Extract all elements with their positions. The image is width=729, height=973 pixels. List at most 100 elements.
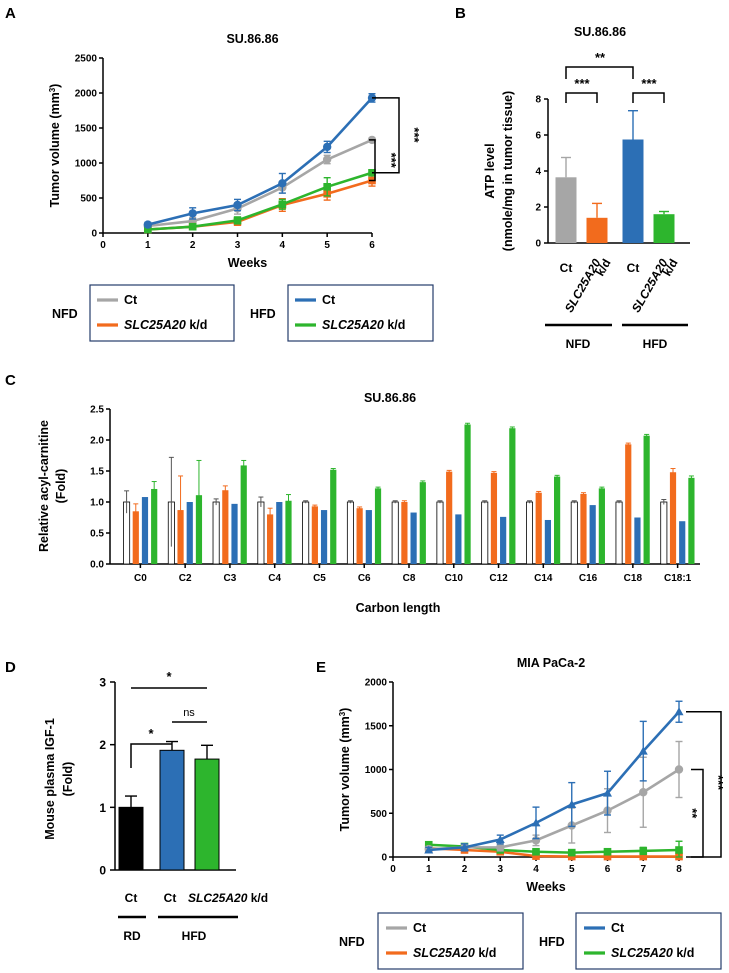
- bar-kd-hfd: [240, 465, 247, 564]
- y-axis-label-line2: (Fold): [54, 469, 68, 504]
- y-tick-label: 4: [535, 167, 541, 178]
- bar-kd-nfd: [222, 490, 229, 564]
- y-tick-label: 1500: [75, 124, 98, 135]
- category-label-kd-suffix: k/d: [247, 891, 268, 905]
- significance-label-rd-vs-hfd: *: [148, 726, 154, 741]
- bar-ct-nfd: [555, 177, 577, 243]
- category-label-ct-hfd: Ct: [164, 891, 177, 905]
- x-tick-label: 0: [100, 240, 106, 251]
- series-line-ct-nfd: [147, 138, 373, 228]
- data-point-kd-hfd: [424, 840, 433, 849]
- data-point-ct-hfd: [603, 788, 612, 797]
- y-tick-label: 3: [99, 676, 106, 690]
- legend-e-nfd-box: [377, 912, 524, 970]
- legend-e-kd-nfd-gene: SLC25A20: [413, 946, 475, 960]
- data-point-kd-hfd: [278, 200, 287, 209]
- category-label: C6: [358, 573, 371, 584]
- data-point-kd-nfd: [603, 852, 612, 861]
- bar-kd-hfd: [643, 435, 650, 564]
- category-label: C4: [268, 573, 281, 584]
- legend-a-kd-hfd-label: SLC25A20 k/d: [322, 318, 405, 332]
- bar-kd-hfd: [419, 482, 426, 564]
- bar-ct-nfd: [436, 501, 444, 565]
- legend-a-kd-nfd-suffix: k/d: [186, 318, 208, 332]
- y-tick-label: 2000: [365, 678, 388, 689]
- data-point-kd-nfd: [639, 852, 648, 861]
- y-tick-label: 0: [91, 229, 97, 240]
- y-axis-label-main: Tumor volume (mm: [338, 716, 352, 831]
- x-tick-label: 2: [190, 240, 196, 251]
- y-axis-label-line1: Mouse plasma IGF-1: [43, 718, 57, 840]
- bar-ct-nfd: [346, 501, 354, 565]
- y-tick-label: 0: [99, 864, 106, 878]
- data-point-kd-hfd: [233, 216, 242, 225]
- x-axis-label: Weeks: [228, 256, 267, 270]
- bar-ct-hfd: [365, 510, 372, 564]
- bar-ct-hfd: [500, 516, 507, 564]
- bar-kd-nfd: [132, 511, 139, 564]
- bar-kd-nfd: [535, 492, 542, 564]
- legend-a-kd-hfd-gene: SLC25A20: [322, 318, 384, 332]
- data-point-ct-hfd: [674, 707, 684, 716]
- panel-e-tumor-volume-chart: 0 500 1000 1500 2000 0 1 2 3 4 5 6 7 8 MIA PaCa-2 Weeks…: [338, 656, 727, 894]
- y-tick-label: 0: [535, 239, 541, 250]
- category-label: C10: [445, 573, 464, 584]
- y-tick-label: 8: [535, 95, 541, 106]
- y-tick-label: 2: [535, 203, 541, 214]
- x-tick-label: 5: [569, 864, 575, 875]
- significance-label-inner: ***: [384, 153, 399, 169]
- data-point-kd-nfd: [532, 852, 540, 860]
- bar-ct-nfd: [212, 501, 220, 565]
- y-tick-label: 1.5: [90, 467, 104, 478]
- y-tick-label: 0: [381, 853, 387, 864]
- group-label-rd: RD: [123, 929, 141, 943]
- legend-e-kd-nfd-label: SLC25A20 k/d: [413, 946, 496, 960]
- category-label: C14: [534, 573, 553, 584]
- legend-e-kd-nfd-suffix: k/d: [475, 946, 497, 960]
- y-tick-label: 2500: [75, 54, 98, 65]
- series-line-kd-hfd: [147, 171, 373, 231]
- legend-e-kd-hfd-gene: SLC25A20: [611, 946, 673, 960]
- data-point-kd-hfd: [603, 847, 612, 856]
- bar-ct-hfd: [320, 510, 328, 564]
- bar-ct-hfd: [544, 519, 552, 564]
- y-tick-label: 2000: [75, 89, 98, 100]
- significance-bracket-rd-vs-hfd: [130, 743, 172, 768]
- legend-e-nfd-label: NFD: [339, 935, 365, 949]
- significance-bracket-outer: [372, 97, 400, 174]
- legend-e-hfd-label: HFD: [539, 935, 565, 949]
- legend-a-hfd-label: HFD: [250, 307, 276, 321]
- bar-ct-hfd: [622, 139, 644, 243]
- category-label: C5: [313, 573, 326, 584]
- y-axis-label-close: ): [338, 708, 352, 712]
- bar-ct-nfd: [615, 501, 623, 565]
- chart-title: MIA PaCa-2: [517, 656, 585, 670]
- significance-label-rd-vs-kd: *: [166, 669, 172, 684]
- bar-kd-nfd: [669, 472, 677, 564]
- bar-ct-hfd: [410, 512, 417, 564]
- bar-ct-nfd: [257, 501, 265, 565]
- data-point-kd-hfd: [323, 183, 331, 191]
- series-line-kd-nfd: [428, 846, 679, 858]
- category-label: C3: [224, 573, 237, 584]
- bar-kd-hfd: [554, 476, 561, 564]
- data-point-ct-hfd: [322, 142, 332, 152]
- bar-kd-nfd: [356, 508, 363, 564]
- data-point-ct-hfd: [278, 179, 287, 188]
- data-point-kd-hfd: [639, 847, 648, 855]
- y-axis-label: Tumor volume (mm3): [338, 708, 353, 832]
- panel-label-a: A: [5, 5, 16, 22]
- category-label: C8: [403, 573, 416, 584]
- panel-label-b: B: [455, 5, 466, 22]
- x-tick-label: 0: [390, 864, 396, 875]
- bar-kd-nfd: [586, 217, 608, 243]
- y-axis-label-line1: ATP level: [483, 143, 497, 198]
- bar-kd-hfd: [509, 428, 516, 564]
- panel-label-e: E: [316, 659, 326, 676]
- bar-ct-nfd: [660, 501, 668, 565]
- legend-a-ct-nfd-label: Ct: [124, 293, 138, 307]
- category-label-ct: Ct: [560, 261, 573, 275]
- panel-label-d: D: [5, 659, 16, 676]
- bar-ct-hfd: [589, 505, 596, 564]
- y-tick-label: 0.5: [90, 529, 104, 540]
